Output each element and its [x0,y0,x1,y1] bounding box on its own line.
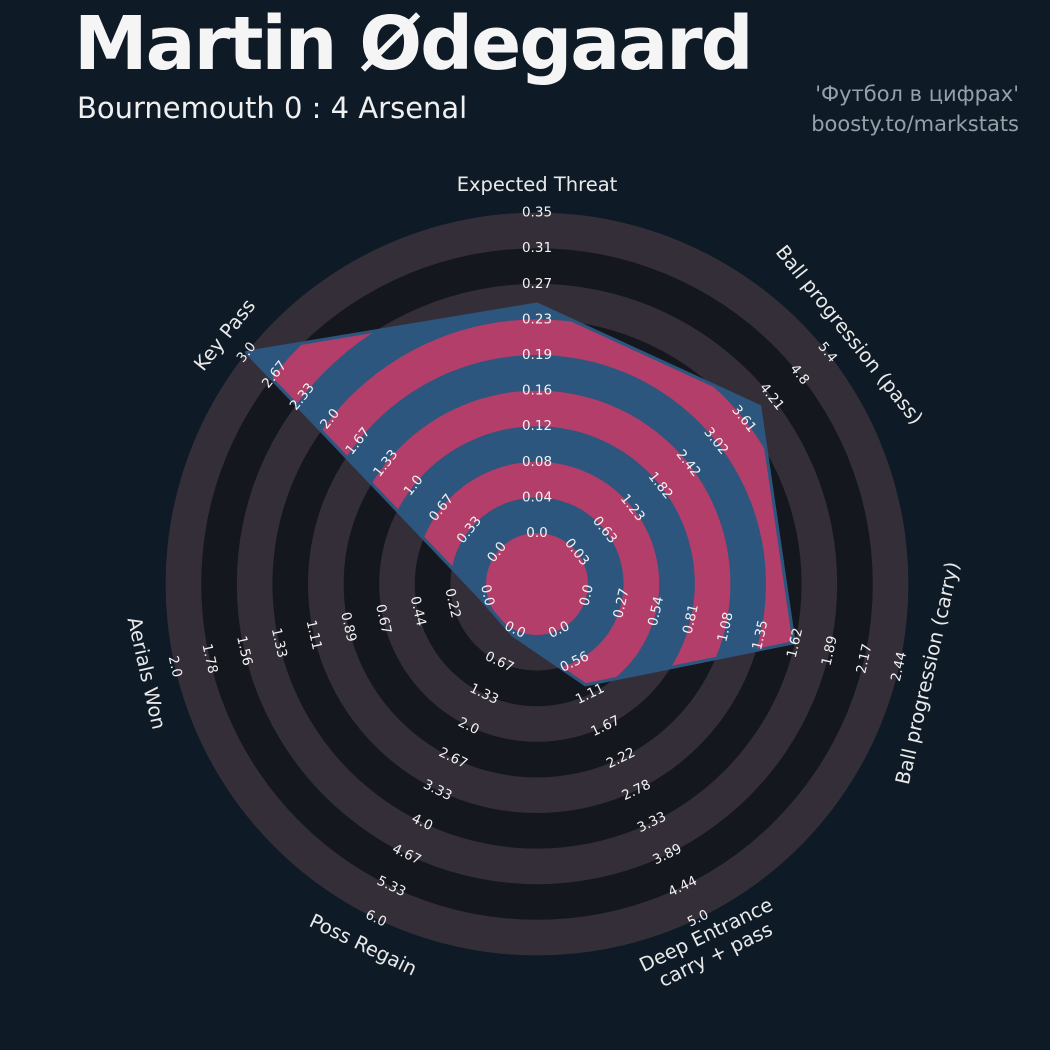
tick-label-aerials-won-3: 0.67 [372,603,394,636]
credit-block: 'Футбол в цифрах' boosty.to/markstats [811,80,1019,140]
tick-label-ball-progression-carry-7: 1.89 [819,634,841,667]
tick-label-ball-progression-carry-2: 0.54 [645,595,667,628]
tick-label-expected-threat-1: 0.04 [522,489,552,505]
tick-label-aerials-won-1: 0.22 [441,587,463,620]
tick-label-expected-threat-6: 0.23 [522,311,552,327]
tick-label-ball-progression-carry-4: 1.08 [714,611,736,644]
tick-label-aerials-won-9: 2.0 [165,654,185,679]
tick-label-aerials-won-2: 0.44 [407,595,429,628]
credit-line-2: boosty.to/markstats [811,111,1019,136]
tick-label-aerials-won-0: 0.0 [477,583,497,608]
tick-label-aerials-won-6: 1.33 [268,626,290,659]
tick-label-expected-threat-5: 0.19 [522,347,552,363]
tick-label-ball-progression-carry-0: 0.0 [577,583,597,608]
axis-title-expected-threat: Expected Threat [457,173,618,196]
match-score-subtitle: Bournemouth 0 : 4 Arsenal [77,91,468,125]
radar-polygon-outline [245,302,796,687]
tick-label-ball-progression-carry-6: 1.62 [784,626,806,659]
tick-label-expected-threat-9: 0.35 [522,205,552,221]
center-circle [486,533,588,635]
tick-label-expected-threat-3: 0.12 [522,418,552,434]
tick-label-expected-threat-4: 0.16 [522,383,552,399]
tick-label-ball-progression-carry-5: 1.35 [749,619,771,652]
tick-label-expected-threat-8: 0.31 [522,240,552,256]
tick-label-ball-progression-carry-3: 0.81 [680,603,702,636]
tick-label-ball-progression-carry-1: 0.27 [610,587,632,620]
tick-label-ball-progression-carry-8: 2.17 [853,642,875,675]
tick-label-aerials-won-8: 1.78 [198,642,220,675]
tick-label-ball-progression-carry-9: 2.44 [888,650,910,683]
tick-label-aerials-won-4: 0.89 [337,611,359,644]
credit-line-1: 'Футбол в цифрах' [815,82,1019,106]
tick-label-expected-threat-0: 0.0 [526,525,547,541]
tick-label-aerials-won-5: 1.11 [303,619,325,652]
tick-label-expected-threat-7: 0.27 [522,276,552,292]
tick-label-aerials-won-7: 1.56 [233,634,255,667]
tick-label-expected-threat-2: 0.08 [522,454,552,470]
player-name-title: Martin Ødegaard [74,1,754,87]
